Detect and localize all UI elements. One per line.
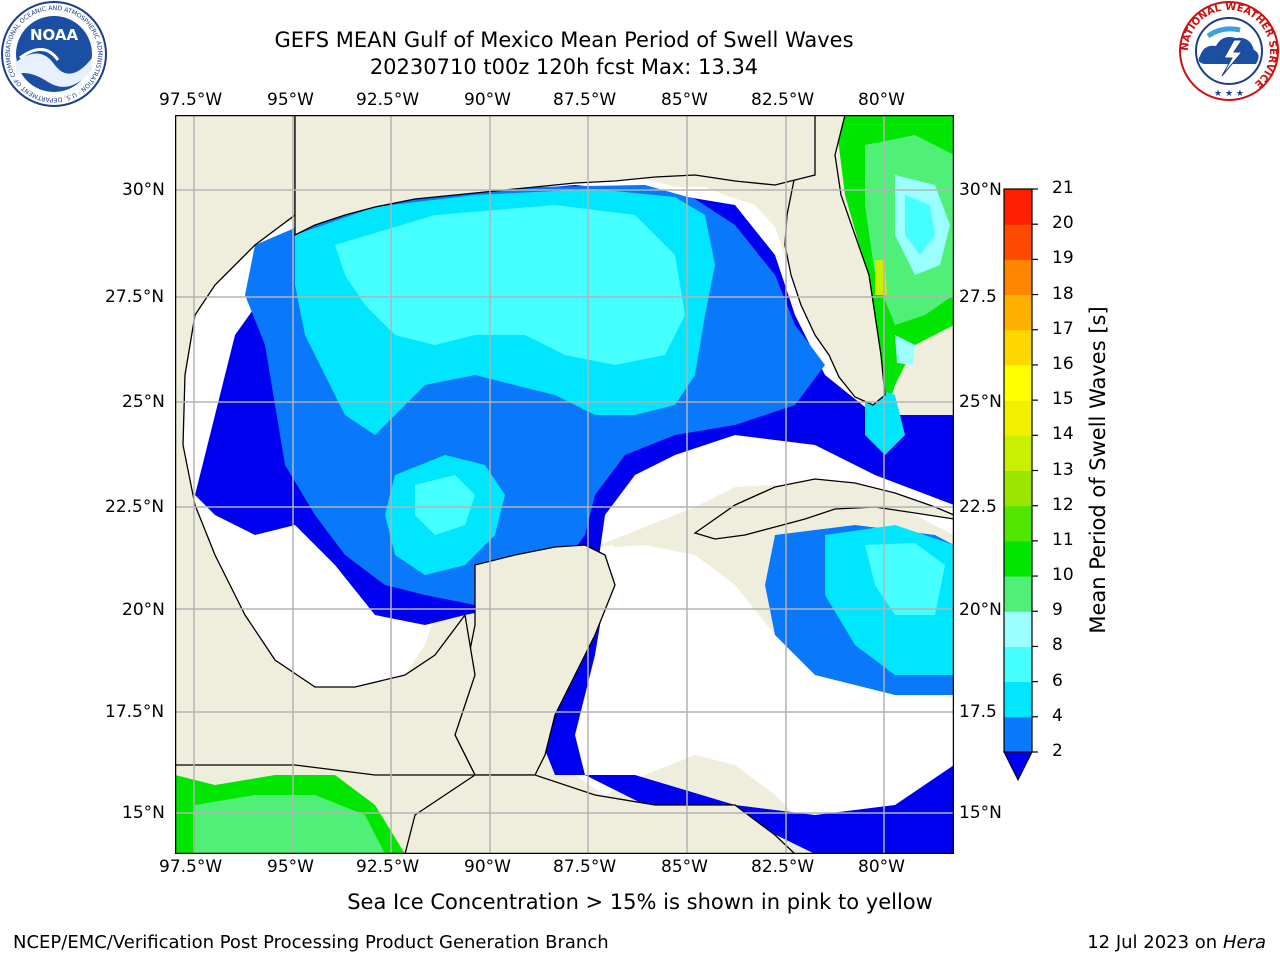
lon-tick-bottom: 97.5°W: [159, 857, 223, 877]
lat-tick-left: 30°N: [122, 180, 165, 200]
lat-tick-right: 30°N: [959, 180, 1002, 200]
lon-tick-bottom: 80°W: [858, 857, 905, 877]
land-overlay: [175, 115, 954, 854]
colorbar-step: [1004, 611, 1032, 647]
lat-tick-left: 27.5°N: [105, 287, 165, 307]
colorbar-label: Mean Period of Swell Waves [s]: [1086, 306, 1110, 634]
run-date: 12 Jul 2023 on Hera: [1087, 932, 1266, 953]
colorbar-tick-label: 4: [1052, 705, 1063, 726]
lon-tick-top: 82.5°W: [751, 90, 815, 110]
lon-tick-top: 85°W: [661, 90, 708, 110]
map-border: [175, 115, 954, 854]
colorbar-step: [1004, 470, 1032, 507]
colorbar-tick-label: 14: [1052, 424, 1074, 445]
run-date-text: 12 Jul 2023 on: [1087, 932, 1223, 953]
colorbar-tick-label: 16: [1052, 353, 1074, 374]
colorbar-tick-label: 9: [1052, 600, 1063, 621]
colorbar-step: [1004, 576, 1032, 612]
colorbar-step: [1004, 646, 1032, 683]
swell-period-field: [175, 115, 954, 854]
lon-tick-bottom: 82.5°W: [751, 857, 815, 877]
lat-tick-right: 27.5: [959, 287, 997, 307]
lon-tick-top: 92.5°W: [356, 90, 420, 110]
lat-tick-left: 22.5°N: [105, 497, 165, 517]
map-subtitle: 20230710 t00z 120h fcst Max: 13.34: [369, 55, 759, 79]
colorbar-step: [1004, 364, 1032, 401]
colorbar-tick-label: 6: [1052, 670, 1063, 691]
lat-tick-left: 20°N: [122, 600, 165, 620]
noaa-logo: NOAA NATIONAL OCEANIC AND ATMOSPHERIC AD…: [0, 0, 107, 107]
colorbar-steps: [1004, 189, 1032, 753]
machine-name: Hera: [1222, 932, 1266, 953]
colorbar-step: [1004, 400, 1032, 436]
lat-tick-left: 15°N: [122, 803, 165, 823]
colorbar-tick-label: 2: [1052, 741, 1063, 761]
colorbar-step: [1004, 540, 1032, 577]
colorbar-step: [1004, 189, 1032, 225]
lon-tick-bottom: 87.5°W: [553, 857, 617, 877]
map-panel: [175, 115, 954, 854]
lat-tick-left: 17.5°N: [105, 702, 165, 722]
lat-tick-right: 25°N: [959, 392, 1002, 412]
colorbar-step: [1004, 435, 1032, 471]
map-title: GEFS MEAN Gulf of Mexico Mean Period of …: [274, 28, 854, 52]
lat-tick-right: 20°N: [959, 600, 1002, 620]
colorbar-tick-label: 12: [1052, 494, 1074, 515]
graticule: [175, 115, 954, 854]
colorbar-tick-labels: 2 4 6 8 9 10 11 12 13 14 15 16 17 18 19 20 21: [1052, 0, 1092, 960]
colorbar-step: [1004, 329, 1032, 366]
colorbar-step: [1004, 505, 1032, 542]
svg-text:★ ★ ★: ★ ★ ★: [1214, 89, 1244, 99]
noaa-logo-text: NOAA: [30, 26, 79, 44]
lat-tick-right: 17.5: [959, 702, 997, 722]
colorbar-step: [1004, 259, 1032, 296]
colorbar-extend-triangle: [1003, 751, 1033, 782]
colorbar-tick-label: 20: [1052, 213, 1074, 234]
lon-tick-bottom: 95°W: [267, 857, 314, 877]
lon-tick-bottom: 85°W: [661, 857, 708, 877]
colorbar-tick-label: 17: [1052, 318, 1074, 339]
lon-tick-top: 87.5°W: [553, 90, 617, 110]
colorbar-tick-label: 21: [1052, 178, 1074, 198]
lon-tick-top: 95°W: [267, 90, 314, 110]
lon-tick-bottom: 92.5°W: [356, 857, 420, 877]
colorbar-step: [1004, 681, 1032, 718]
colorbar-tick-label: 18: [1052, 283, 1074, 304]
nws-logo: NATIONAL WEATHER SERVICE ★ ★ ★: [1179, 1, 1279, 101]
colorbar-step: [1004, 294, 1032, 331]
colorbar-tick-label: 11: [1052, 529, 1074, 550]
lon-tick-top: 97.5°W: [159, 90, 223, 110]
colorbar-step: [1004, 716, 1032, 753]
colorbar-tick-label: 13: [1052, 459, 1074, 480]
colorbar-tick-label: 15: [1052, 389, 1074, 410]
colorbar-step: [1004, 224, 1032, 260]
colorbar-tick-label: 19: [1052, 248, 1074, 269]
colorbar-tick-label: 10: [1052, 565, 1074, 586]
sea-ice-note: Sea Ice Concentration > 15% is shown in …: [347, 890, 933, 914]
lat-tick-right: 15°N: [959, 803, 1002, 823]
lat-tick-left: 25°N: [122, 392, 165, 412]
credit-text: NCEP/EMC/Verification Post Processing Pr…: [13, 932, 609, 953]
colorbar: [1003, 188, 1038, 782]
lat-tick-right: 22.5: [959, 497, 997, 517]
lon-tick-top: 80°W: [858, 90, 905, 110]
lon-tick-top: 90°W: [464, 90, 511, 110]
lon-tick-bottom: 90°W: [464, 857, 511, 877]
colorbar-tick-label: 8: [1052, 635, 1063, 656]
